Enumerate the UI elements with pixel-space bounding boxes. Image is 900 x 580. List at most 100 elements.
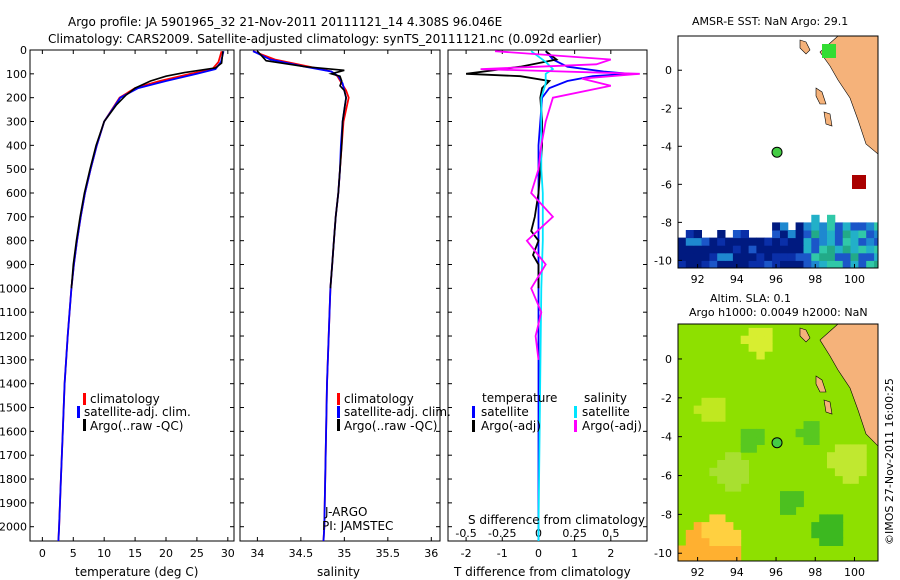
sst-cell xyxy=(827,230,836,239)
sla-cell xyxy=(850,467,859,477)
sla-cell xyxy=(725,483,734,492)
sla-cell xyxy=(725,452,734,461)
sla-cell xyxy=(685,545,695,554)
sla-cell xyxy=(780,498,789,508)
sla-cell xyxy=(709,397,718,407)
sst-cell xyxy=(842,222,851,231)
sst-cell xyxy=(717,260,726,268)
sst-cell xyxy=(780,222,789,231)
island xyxy=(799,39,811,55)
sla-cell xyxy=(795,491,804,500)
y-tick-label: -8 xyxy=(661,216,672,229)
sst-cell xyxy=(725,237,734,246)
sla-cell xyxy=(678,545,687,554)
sst-cell xyxy=(827,214,836,223)
sst-cell xyxy=(827,260,836,268)
y-tick-label: 1400 xyxy=(0,378,27,391)
sla-cell xyxy=(764,343,773,352)
difference-xlabel: T difference from climatology xyxy=(453,565,631,579)
sst-cell xyxy=(709,260,718,268)
x-tick-label: 35 xyxy=(337,547,351,560)
sst-cell xyxy=(740,245,749,254)
sst-cell xyxy=(772,237,781,246)
sla-cell xyxy=(732,483,742,492)
temperature-xlabel: temperature (deg C) xyxy=(75,565,198,579)
legend-swatch-climatology xyxy=(337,393,340,405)
y-tick-label: -8 xyxy=(661,508,672,521)
sla-cell xyxy=(717,405,726,414)
sst-cell xyxy=(780,230,789,239)
y-tick-label: 0 xyxy=(665,64,672,77)
difference-legend: temperature salinity satellite Argo(-adj… xyxy=(472,391,642,433)
sla-cell xyxy=(858,460,867,469)
sla-cell xyxy=(725,460,734,469)
sla-cell xyxy=(709,537,718,546)
x-tick-label: 34 xyxy=(250,547,264,560)
x-tick-label: 20 xyxy=(159,547,173,560)
sla-cell xyxy=(717,522,726,531)
sst-cell xyxy=(874,237,878,246)
sst-cell xyxy=(725,260,734,268)
sst-cell xyxy=(795,245,804,254)
sst-cell xyxy=(756,252,765,261)
sla-cell xyxy=(740,335,749,344)
salinity-series xyxy=(252,50,350,541)
sla-cell xyxy=(803,428,812,438)
y-tick-label: 100 xyxy=(6,68,27,81)
legend-swatch-argo xyxy=(337,419,340,431)
sst-cell xyxy=(732,237,742,246)
sst-cell xyxy=(850,222,859,231)
sst-cell xyxy=(780,237,789,246)
sst-cell xyxy=(725,245,734,254)
sla-cell xyxy=(834,514,844,523)
sst-cell xyxy=(858,252,867,261)
legend-header-temperature: temperature xyxy=(482,391,557,405)
sla-cell xyxy=(725,529,734,539)
sla-cell xyxy=(693,537,702,546)
x-tick-label: -1 xyxy=(497,547,508,560)
sla-cell xyxy=(725,522,734,531)
series-line-satellite-adj-clim- xyxy=(252,50,348,541)
sst-cell xyxy=(858,260,867,268)
y-tick-label: 1700 xyxy=(0,449,27,462)
sst-cell xyxy=(685,245,695,254)
y-tick-label: 1100 xyxy=(0,306,27,319)
sst-map-frame xyxy=(677,35,879,269)
sst-cell xyxy=(795,260,804,268)
y-tick-label: -10 xyxy=(654,254,672,267)
sst-map-title: AMSR-E SST: NaN Argo: 29.1 xyxy=(692,15,848,28)
sla-cell xyxy=(787,491,797,500)
series-line-climatology xyxy=(57,50,223,541)
sst-cell xyxy=(764,260,773,268)
sst-cell xyxy=(850,237,859,246)
sla-cell xyxy=(693,522,702,531)
sla-cell xyxy=(850,460,859,469)
x-tick-label: 35.5 xyxy=(376,547,401,560)
sst-cell xyxy=(709,237,718,246)
x-tick-label: 100 xyxy=(844,566,865,579)
sst-cell xyxy=(866,230,875,239)
x-tick-label: 0 xyxy=(39,547,46,560)
sla-cell xyxy=(701,405,710,414)
sst-cell xyxy=(693,237,702,246)
y-tick-label: -4 xyxy=(661,431,672,444)
temperature-axes: 0 5 10 15 20 25 300100200300400500600700800900… xyxy=(0,44,235,560)
sla-cell xyxy=(709,467,718,477)
sla-cell xyxy=(709,529,718,539)
sst-cell xyxy=(740,252,749,261)
y-tick-label: 600 xyxy=(6,187,27,200)
sst-cell xyxy=(717,237,726,246)
sla-map-land xyxy=(799,324,878,447)
argo-position-marker xyxy=(771,146,783,158)
sst-cell xyxy=(834,237,844,246)
sla-cell xyxy=(850,452,859,461)
series-line-climatology xyxy=(252,50,350,541)
sst-cell xyxy=(874,252,878,261)
sst-cell xyxy=(866,245,875,254)
island xyxy=(823,111,833,127)
sst-cell xyxy=(740,230,749,239)
sla-cell xyxy=(717,529,726,539)
sla-cell xyxy=(748,343,757,352)
sst-cell xyxy=(819,237,828,246)
sst-cell xyxy=(827,252,836,261)
